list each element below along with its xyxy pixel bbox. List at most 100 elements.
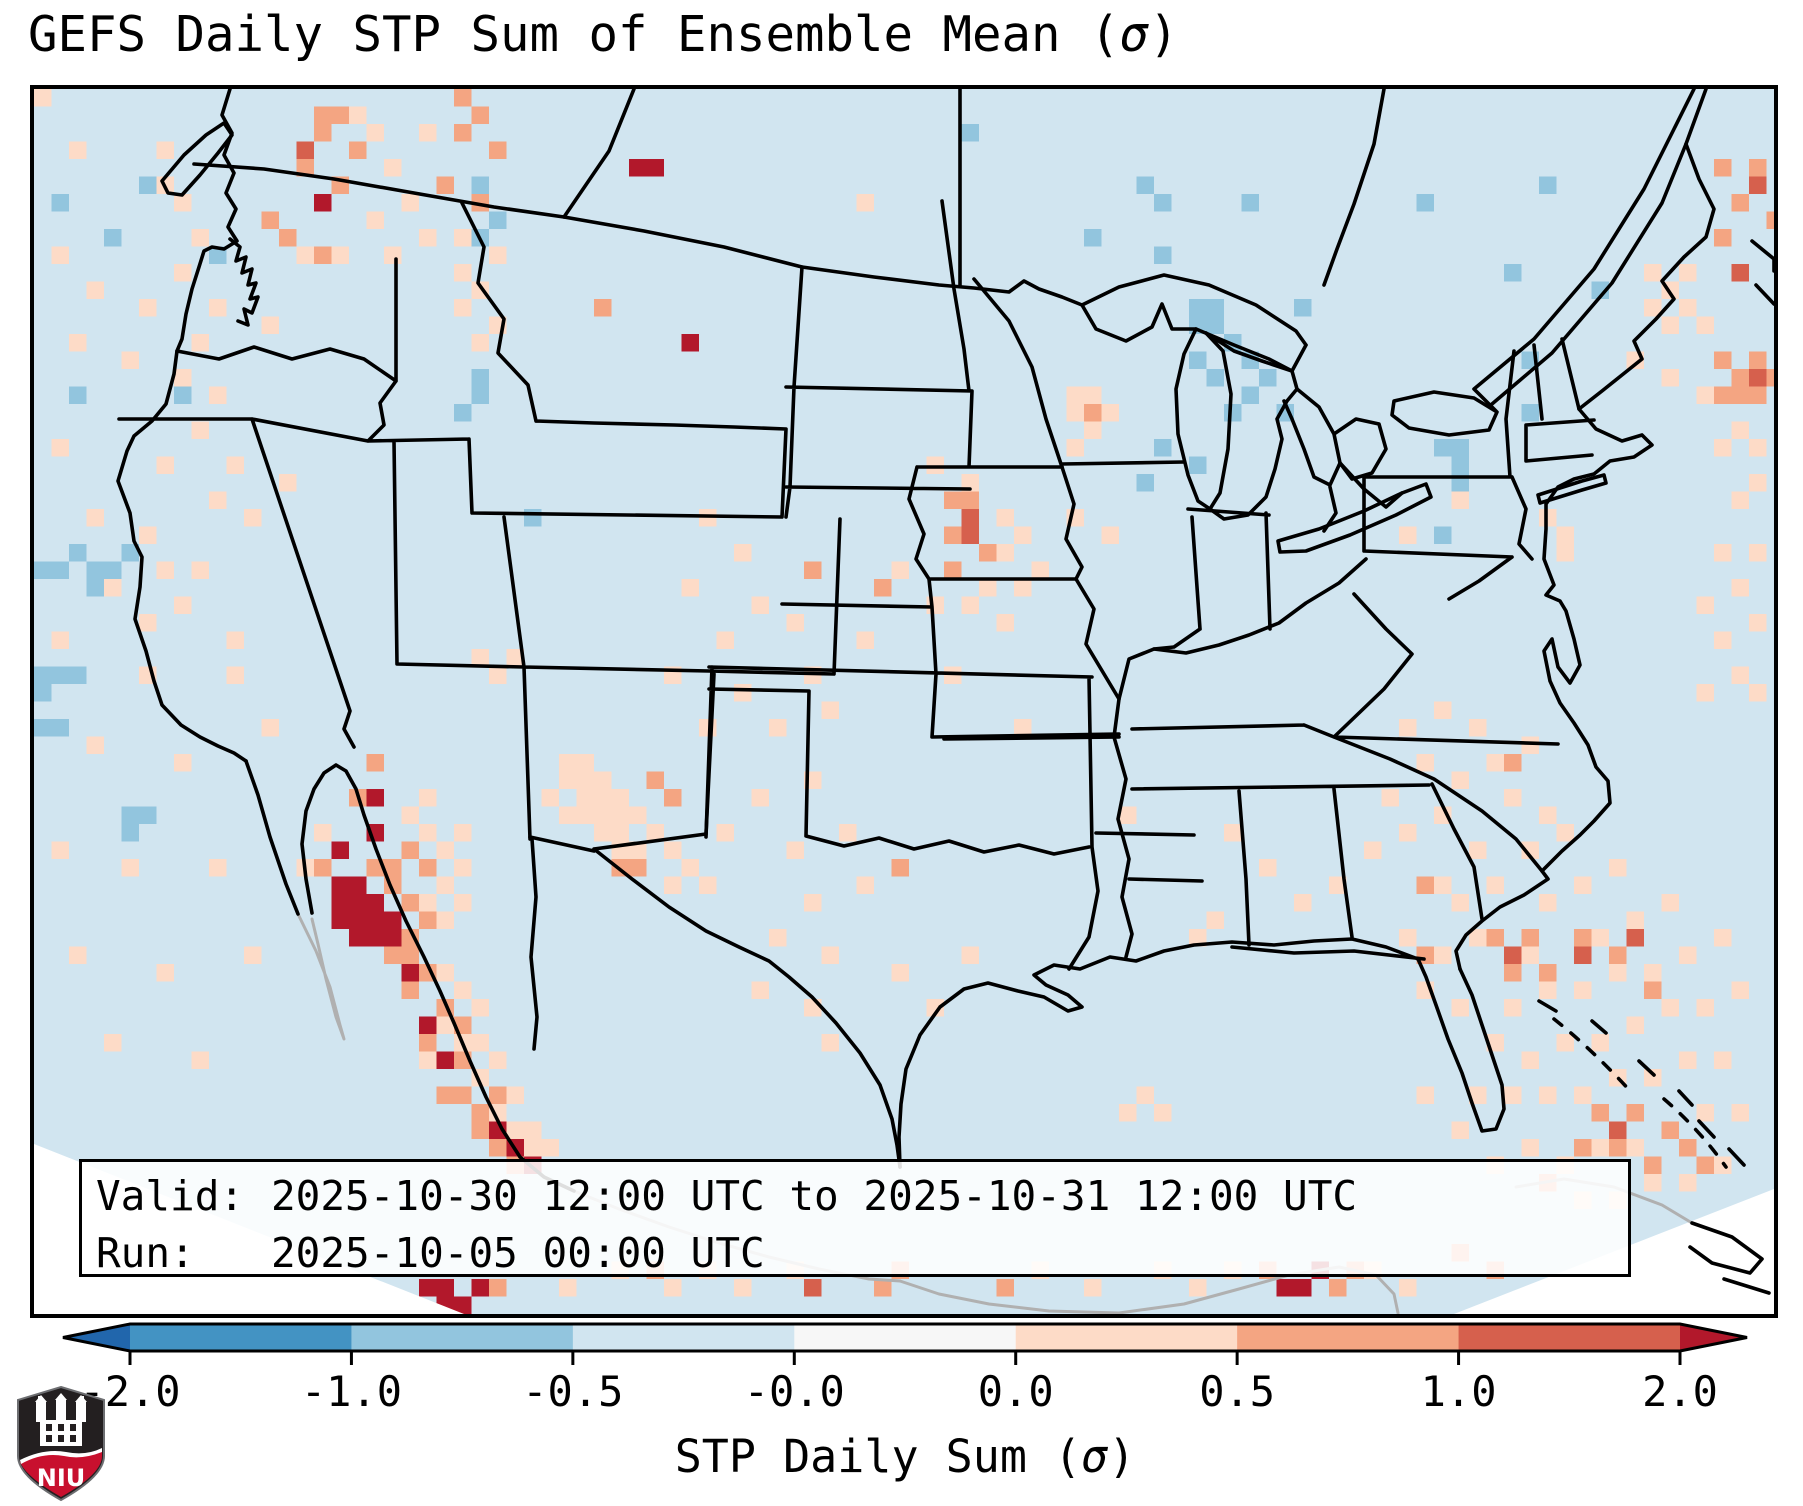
heatmap-cell <box>524 1121 542 1139</box>
mexico-baja <box>244 759 576 1193</box>
heatmap-cell <box>331 246 349 264</box>
heatmap-cell <box>156 561 174 579</box>
northeast-coast <box>1454 142 1716 971</box>
heatmap-cell <box>401 194 419 212</box>
heatmap-cell <box>1626 929 1644 947</box>
heatmap-cell <box>786 614 804 632</box>
heatmap-cell <box>1679 264 1697 282</box>
heatmap-cell <box>331 841 349 859</box>
heatmap-cell <box>436 1279 454 1297</box>
vancouver-island <box>160 121 234 197</box>
heatmap-cell <box>384 246 402 264</box>
heatmap-cell <box>279 474 297 492</box>
heatmap-cell <box>1539 1086 1557 1104</box>
heatmap-cell <box>1556 544 1574 562</box>
heatmap-cell <box>454 89 472 107</box>
heatmap-cell <box>1731 491 1749 509</box>
heatmap-cell <box>1609 964 1627 982</box>
heatmap-cell <box>506 649 524 667</box>
heatmap-cell <box>1626 1016 1644 1034</box>
heatmap-cell <box>209 299 227 317</box>
heatmap-cell <box>594 299 612 317</box>
heatmap-cell <box>1259 369 1277 387</box>
heatmap-cell <box>576 754 594 772</box>
heatmap-cell <box>471 106 489 124</box>
heatmap-cell <box>1154 1104 1172 1122</box>
colorbar-segment <box>130 1324 352 1351</box>
heatmap-cell <box>891 964 909 982</box>
heatmap-cell <box>751 596 769 614</box>
colorbar-segment <box>1015 1324 1238 1351</box>
heatmap-cell <box>1504 754 1522 772</box>
heatmap-cell <box>1136 1086 1154 1104</box>
heatmap-cell <box>594 824 612 842</box>
heatmap-cell <box>419 1016 437 1034</box>
heatmap-cell <box>839 824 857 842</box>
heatmap-cell <box>996 1279 1014 1297</box>
heatmap-cell <box>524 1139 542 1157</box>
heatmap-cell <box>1574 946 1592 964</box>
heatmap-cell <box>34 561 52 579</box>
heatmap-cell <box>454 264 472 282</box>
heatmap-cell <box>611 824 629 842</box>
heatmap-cell <box>1574 876 1592 894</box>
heatmap-cell <box>156 964 174 982</box>
heatmap-cell <box>506 1121 524 1139</box>
heatmap-cell <box>1521 404 1539 422</box>
colorbar-tick-label: 2.0 <box>1642 1367 1718 1416</box>
heatmap-cell <box>1434 876 1452 894</box>
heatmap-cell <box>646 159 664 177</box>
heatmap-cell <box>366 211 384 229</box>
heatmap-cell <box>1101 404 1119 422</box>
heatmap-cell <box>559 754 577 772</box>
heatmap-cell <box>34 684 52 702</box>
heatmap-cell <box>331 876 349 894</box>
heatmap-cell <box>1626 1139 1644 1157</box>
heatmap-cell <box>1696 386 1714 404</box>
heatmap-cell <box>1696 1156 1714 1174</box>
heatmap-cell <box>1749 614 1767 632</box>
heatmap-cell <box>1696 684 1714 702</box>
heatmap-cell <box>86 579 104 597</box>
heatmap-cell <box>786 841 804 859</box>
heatmap-cell <box>1486 876 1504 894</box>
heatmap-cell <box>1626 911 1644 929</box>
heatmap-cell <box>69 386 87 404</box>
colorbar-segment <box>1237 1324 1460 1351</box>
heatmap-cell <box>611 789 629 807</box>
heatmap-cell <box>384 859 402 877</box>
heatmap-cell <box>314 859 332 877</box>
heatmap-cell <box>1154 439 1172 457</box>
heatmap-cell <box>401 894 419 912</box>
heatmap-cell <box>1451 491 1469 509</box>
heatmap-cell <box>1521 1139 1539 1157</box>
heatmap-cell <box>104 579 122 597</box>
heatmap-cell <box>1329 876 1347 894</box>
heatmap-cell <box>1731 264 1749 282</box>
colorbar-tick-labels: -2.0 -1.0 -0.5 -0.0 0.0 0.5 1.0 2.0 <box>0 1367 1803 1419</box>
heatmap-cell <box>699 719 717 737</box>
heatmap-cell <box>1434 701 1452 719</box>
heatmap-cell <box>664 1279 682 1297</box>
heatmap-cell <box>121 351 139 369</box>
heatmap-cell <box>419 124 437 142</box>
heatmap-cell <box>1714 229 1732 247</box>
heatmap-cell <box>34 666 52 684</box>
heatmap-cell <box>174 754 192 772</box>
heatmap-cell <box>419 1279 437 1297</box>
heatmap-cell <box>1416 876 1434 894</box>
heatmap-cell <box>1136 176 1154 194</box>
heatmap-cell <box>279 229 297 247</box>
heatmap-cell <box>349 141 367 159</box>
heatmap-cell <box>629 841 647 859</box>
heatmap-cell <box>349 876 367 894</box>
heatmap-cell <box>401 981 419 999</box>
heatmap-cell <box>804 999 822 1017</box>
heatmap-cell <box>209 246 227 264</box>
heatmap-cell <box>366 894 384 912</box>
info-box: Valid: 2025-10-30 12:00 UTC to 2025-10-3… <box>79 1159 1631 1277</box>
heatmap-cell <box>1731 386 1749 404</box>
heatmap-cell <box>594 789 612 807</box>
heatmap-cell <box>856 876 874 894</box>
puget-sound <box>228 237 260 327</box>
